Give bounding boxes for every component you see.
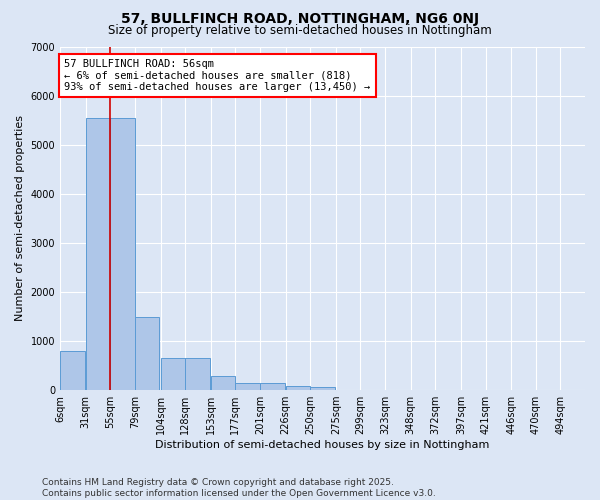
X-axis label: Distribution of semi-detached houses by size in Nottingham: Distribution of semi-detached houses by …	[155, 440, 490, 450]
Bar	[235, 383, 260, 390]
Bar	[211, 376, 235, 390]
Bar	[110, 118, 135, 390]
Text: Size of property relative to semi-detached houses in Nottingham: Size of property relative to semi-detach…	[108, 24, 492, 37]
Bar	[310, 387, 335, 390]
Bar	[260, 383, 284, 390]
Bar	[86, 118, 110, 390]
Y-axis label: Number of semi-detached properties: Number of semi-detached properties	[15, 116, 25, 322]
Text: 57 BULLFINCH ROAD: 56sqm
← 6% of semi-detached houses are smaller (818)
93% of s: 57 BULLFINCH ROAD: 56sqm ← 6% of semi-de…	[64, 59, 370, 92]
Bar	[135, 318, 160, 390]
Bar	[185, 358, 210, 390]
Text: Contains HM Land Registry data © Crown copyright and database right 2025.
Contai: Contains HM Land Registry data © Crown c…	[42, 478, 436, 498]
Bar	[161, 358, 185, 390]
Text: 57, BULLFINCH ROAD, NOTTINGHAM, NG6 0NJ: 57, BULLFINCH ROAD, NOTTINGHAM, NG6 0NJ	[121, 12, 479, 26]
Bar	[60, 351, 85, 390]
Bar	[286, 386, 310, 390]
